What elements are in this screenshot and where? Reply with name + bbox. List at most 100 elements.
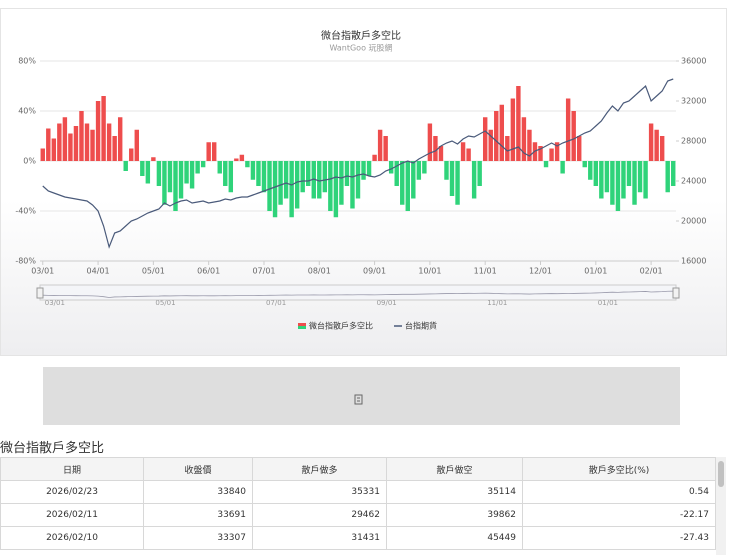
x-tick-label: 08/01 xyxy=(308,267,331,276)
bar xyxy=(350,161,355,209)
bar xyxy=(256,161,261,186)
bar xyxy=(134,129,139,161)
legend-label[interactable]: 台指期貨 xyxy=(405,321,437,331)
bar xyxy=(593,161,599,186)
table-cell: 35114 xyxy=(386,480,523,504)
y2-tick-label: 28000 xyxy=(681,137,706,146)
bar xyxy=(283,161,289,199)
bar xyxy=(239,154,245,161)
bar xyxy=(427,123,433,161)
navigator-label: 03/01 xyxy=(45,299,65,307)
navigator xyxy=(39,284,677,301)
bar xyxy=(167,161,173,193)
bar xyxy=(339,161,344,205)
y2-tick-label: 24000 xyxy=(681,177,706,186)
bar xyxy=(510,98,516,161)
bar xyxy=(460,142,466,161)
bar xyxy=(665,161,670,193)
y-tick-label: -40% xyxy=(15,207,36,216)
column-header: 收盤價 xyxy=(143,457,253,481)
y2-tick-label: 16000 xyxy=(681,257,706,266)
bar xyxy=(527,129,532,161)
navigator-handle[interactable] xyxy=(36,287,44,299)
bar xyxy=(604,161,610,193)
bar xyxy=(140,161,145,176)
bar xyxy=(311,161,316,199)
bar xyxy=(112,136,117,161)
x-tick-label: 06/01 xyxy=(197,267,220,276)
x-tick-label: 03/01 xyxy=(31,267,54,276)
x-tick-label: 04/01 xyxy=(87,267,110,276)
x-tick-label: 09/01 xyxy=(363,267,386,276)
bar xyxy=(322,161,328,193)
x-tick-label: 07/01 xyxy=(252,267,275,276)
y2-tick-label: 20000 xyxy=(681,217,706,226)
bar xyxy=(637,161,643,193)
bar xyxy=(145,161,151,184)
table-cell: 0.54 xyxy=(522,480,716,504)
bar xyxy=(394,161,399,186)
table-cell: 35331 xyxy=(252,480,387,504)
scrollbar[interactable] xyxy=(716,457,726,555)
bar xyxy=(444,161,449,180)
bar xyxy=(245,161,250,168)
bar xyxy=(117,117,123,161)
table-cell: 2026/02/11 xyxy=(0,503,144,527)
bar xyxy=(582,161,587,168)
navigator-handle[interactable] xyxy=(672,287,680,299)
bar xyxy=(129,148,134,161)
bar xyxy=(621,161,626,199)
bar xyxy=(267,161,272,211)
bar xyxy=(68,133,73,161)
chart-subtitle: WantGoo 玩股網 xyxy=(329,43,392,53)
table-cell: -22.17 xyxy=(522,503,716,527)
bar xyxy=(294,161,300,209)
column-header: 日期 xyxy=(0,457,144,481)
bar xyxy=(499,104,505,161)
legend-label[interactable]: 微台指散戶多空比 xyxy=(309,321,373,331)
y-tick-label: -80% xyxy=(15,257,36,266)
bar xyxy=(123,161,128,171)
bar xyxy=(228,161,234,193)
bar xyxy=(505,136,510,161)
bar xyxy=(200,161,206,168)
bar xyxy=(90,129,95,161)
line xyxy=(42,78,674,249)
bar xyxy=(250,161,256,180)
bar xyxy=(400,161,405,205)
bar xyxy=(422,161,427,174)
table-title: 微台指散戶多空比 xyxy=(0,441,105,456)
bar xyxy=(516,86,521,161)
y-tick-label: 40% xyxy=(18,107,36,116)
table-cell: 33307 xyxy=(143,526,253,550)
table-cell: 29462 xyxy=(252,503,387,527)
bar xyxy=(62,117,68,161)
bar xyxy=(84,123,90,161)
bar xyxy=(449,161,455,196)
bar xyxy=(162,161,167,205)
bar xyxy=(355,161,361,199)
navigator-label: 09/01 xyxy=(377,299,397,307)
table-cell: 33840 xyxy=(143,480,253,504)
navigator-label: 07/01 xyxy=(266,299,286,307)
bar xyxy=(151,157,156,161)
bar xyxy=(361,161,366,180)
bar xyxy=(549,148,554,161)
bar xyxy=(538,146,543,161)
bar xyxy=(189,161,195,189)
bar xyxy=(643,161,648,199)
bar xyxy=(272,161,278,218)
y2-tick-label: 36000 xyxy=(681,57,706,66)
legend-icon xyxy=(298,323,306,326)
bar xyxy=(261,161,267,193)
table-row: 2026/02/10 33307 31431 45449 -27.43 xyxy=(0,526,716,550)
legend-icon xyxy=(298,326,306,329)
chart-title: 微台指散戶多空比 xyxy=(321,29,401,42)
bar xyxy=(671,161,676,186)
bar xyxy=(57,123,62,161)
bar xyxy=(79,111,84,161)
bar xyxy=(306,161,311,186)
x-tick-label: 05/01 xyxy=(142,267,165,276)
bar xyxy=(482,117,488,161)
x-tick-label: 10/01 xyxy=(418,267,441,276)
